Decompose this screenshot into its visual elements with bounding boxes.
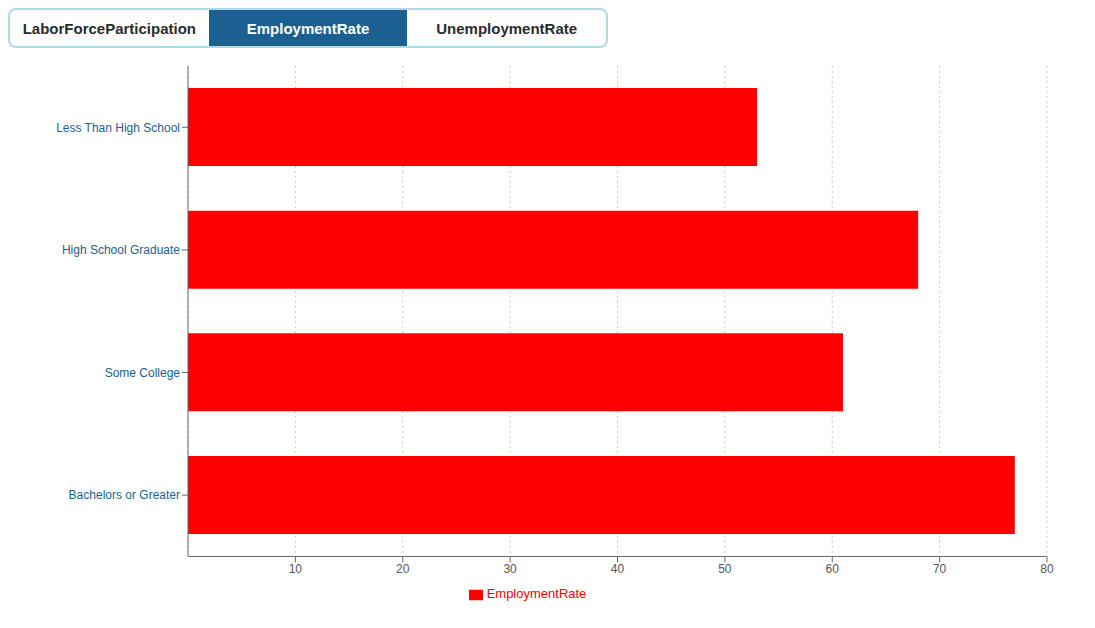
svg-text:30: 30 — [503, 562, 517, 576]
svg-text:Less Than High School: Less Than High School — [56, 121, 180, 135]
html-text:LaborForceParticipation: LaborForceParticipation — [22, 19, 196, 37]
svg-text:50: 50 — [718, 562, 732, 576]
svg-text:Some College: Some College — [105, 366, 181, 380]
svg-text:60: 60 — [826, 562, 840, 576]
svg-text:High School Graduate: High School Graduate — [62, 243, 180, 257]
svg-text:Bachelors or Greater: Bachelors or Greater — [69, 488, 180, 502]
html-text:EmploymentRate: EmploymentRate — [486, 586, 587, 602]
svg-text:40: 40 — [611, 562, 625, 576]
svg-text:80: 80 — [1040, 562, 1054, 576]
html-text:UnemploymentRate: UnemploymentRate — [436, 19, 578, 37]
svg-text:20: 20 — [396, 562, 410, 576]
html-text:EmploymentRate: EmploymentRate — [246, 19, 370, 37]
svg-text:10: 10 — [289, 562, 303, 576]
svg-text:70: 70 — [933, 562, 947, 576]
